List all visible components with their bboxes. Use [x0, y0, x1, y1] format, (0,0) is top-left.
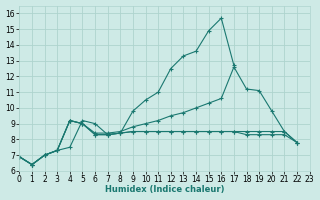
X-axis label: Humidex (Indice chaleur): Humidex (Indice chaleur) [105, 185, 224, 194]
